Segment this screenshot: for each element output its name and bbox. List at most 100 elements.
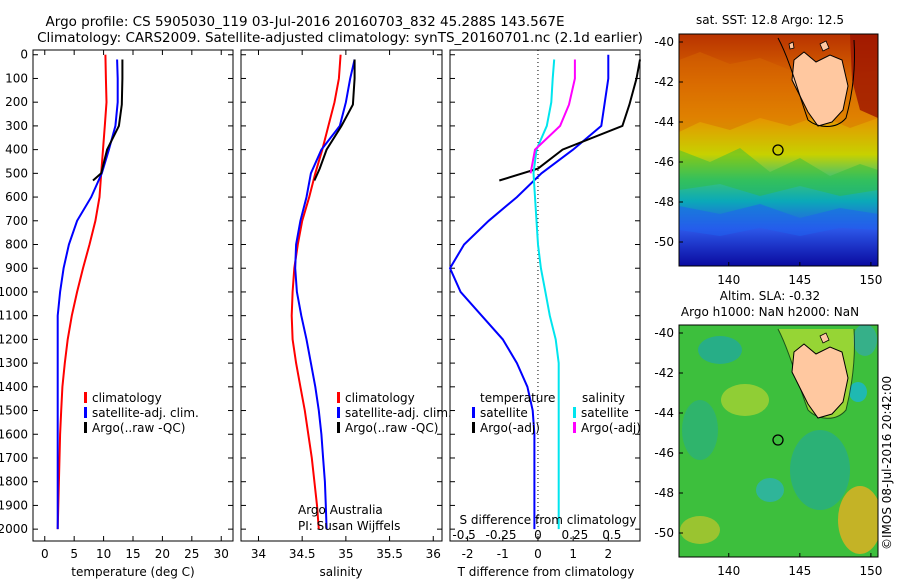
x-tick-label: 34 [251,547,266,561]
series-line-1 [56,59,119,530]
temperature-xlabel: temperature (deg C) [71,565,194,579]
depth-tick-label: 1400 [0,380,28,394]
series-line-1 [294,59,356,530]
figure-title-line1: Argo profile: CS 5905030_119 03-Jul-2016… [46,14,565,30]
map-lat-tick-label: -48 [654,195,674,209]
credit-line1: Argo Australia [298,503,383,517]
argo-position-marker [772,144,784,156]
sla-low-patch [682,400,718,460]
sla-map-axes: 140 145 150 -40 -42 -44 -46 -48 -50 [654,326,882,578]
x-tick-label: -2 [462,547,474,561]
temperature-panel-frame [32,49,234,542]
legend-label-climatology: climatology [345,391,415,405]
imos-timestamp: ©IMOS 08-Jul-2016 20:42:00 [880,376,894,550]
salinity-plot: 34 34.5 35 35.5 36 [251,50,441,561]
depth-tick-label: 1000 [0,285,28,299]
s-tick-label: 0.25 [562,528,589,542]
legend-label-argo: Argo(..raw -QC) [92,421,185,435]
x-tick-label: 30 [214,547,229,561]
depth-tick-label: 1100 [0,309,28,323]
sst-map-title: sat. SST: 12.8 Argo: 12.5 [696,13,844,27]
depth-tick-label: 0 [20,48,28,62]
flinders-island [819,40,830,52]
x-tick-label: 34.5 [289,547,316,561]
x-tick-label: 0 [41,547,49,561]
map-lat-tick-label: -50 [654,526,674,540]
legend-label-sal-satellite: satellite [581,406,629,420]
sla-low-patch [853,325,877,356]
salinity-xlabel: salinity [319,565,362,579]
legend-swatch-argo [84,422,87,433]
sla-high-patch [680,516,720,544]
figure-title-line2: Climatology: CARS2009. Satellite-adjuste… [37,30,643,46]
salinity-panel-frame [240,49,443,542]
sst-map-frame [678,33,879,267]
credit-line2: PI: Susan Wijffels [298,519,400,533]
map-lon-tick-label: 150 [859,273,882,287]
sst-green-band [679,148,878,196]
legend-label-temp-argo: Argo(-adj) [480,421,540,435]
map-lat-tick-label: -44 [654,115,674,129]
argo-position-marker [772,434,784,446]
x-tick-label: 1 [569,547,577,561]
series-line-2 [313,59,356,181]
depth-tick-label: 1600 [0,427,28,441]
legend-swatch-temp-satellite [472,407,475,418]
sla-map-title-line1: Altim. SLA: -0.32 [720,289,820,303]
sst-map-axes: 140 145 150 -40 -42 -44 -46 -48 -50 [654,35,882,287]
legend-label-sal-argo: Argo(-adj) [581,421,641,435]
sla-high-patch [838,486,878,554]
legend-label-argo: Argo(..raw -QC) [345,421,438,435]
x-tick-label: 15 [125,547,140,561]
king-island [788,41,795,50]
sla-map-image [679,325,878,557]
s-tick-label: -0.25 [485,528,516,542]
map-lon-tick-label: 145 [788,273,811,287]
sla-map-frame [678,324,879,558]
map-lat-tick-label: -50 [654,235,674,249]
depth-axis: 0 100 200 300 400 500 600 700 800 900 1000 1100 1200… [0,48,640,536]
diff-series-line-0 [448,54,610,530]
map-lat-tick-label: -48 [654,486,674,500]
bathymetry-contour [777,37,855,127]
sla-low-patch [849,382,867,402]
x-tick-label: 2 [605,547,613,561]
depth-tick-label: 1500 [0,404,28,418]
legend-label-climatology: climatology [92,391,162,405]
depth-tick-label: 400 [5,143,28,157]
map-lat-tick-label: -40 [654,35,674,49]
map-lon-tick-label: 150 [859,564,882,578]
legend-swatch-satellite [84,407,87,418]
legend-label-satellite: satellite-adj. clim. [345,406,452,420]
legend-swatch-sal-argo [573,422,576,433]
series-line-0 [56,54,108,530]
diff-series-line-1 [499,59,641,182]
map-lat-tick-label: -46 [654,446,674,460]
depth-tick-label: 200 [5,95,28,109]
difference-top-label: S difference from climatology [460,513,637,527]
map-lat-tick-label: -42 [654,366,674,380]
depth-tick-label: 1700 [0,451,28,465]
depth-tick-label: 1200 [0,332,28,346]
sla-low-patch [698,336,742,364]
sla-low-patch [790,430,850,510]
x-tick-label: 20 [155,547,170,561]
legend-swatch-climatology [84,392,87,403]
legend-head-temperature: temperature [480,391,555,405]
x-tick-label: 10 [96,547,111,561]
sst-map-image [679,34,878,266]
legend-swatch-sal-satellite [573,407,576,418]
difference-plot: -2 -1 0 1 2 -0.5 -0.25 0 0.25 0.5 [448,50,641,561]
tasmania-landmass [791,343,849,419]
x-tick-label: -1 [497,547,509,561]
legend-swatch-climatology [337,392,340,403]
depth-tick-label: 700 [5,214,28,228]
sst-east-warm-patch [850,34,878,118]
depth-tick-label: 600 [5,190,28,204]
s-tick-label: 0.5 [602,528,621,542]
legend-head-salinity: salinity [582,391,625,405]
map-lat-tick-label: -40 [654,326,674,340]
temperature-plot: 0 5 10 15 20 25 30 [41,50,229,561]
map-lat-tick-label: -42 [654,75,674,89]
